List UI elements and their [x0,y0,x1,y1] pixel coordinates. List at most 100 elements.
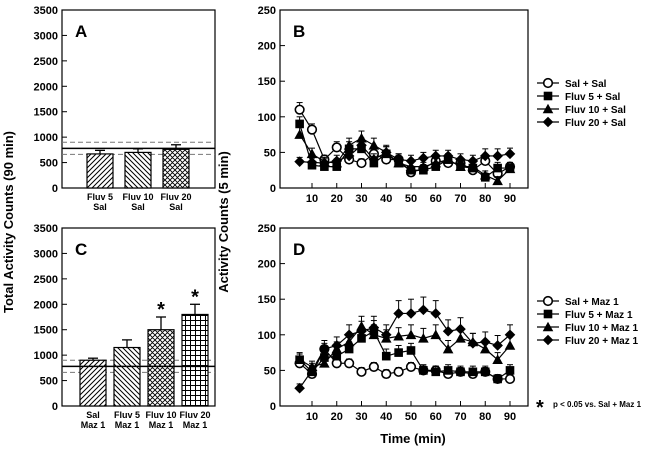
data-point [380,329,392,341]
y-tick-label: 100 [258,112,276,124]
significance-asterisk: * [191,286,199,308]
data-point [294,354,305,365]
data-point [319,343,330,355]
x-tick-label: 20 [331,193,343,205]
y-tick-label: 0 [52,401,58,413]
data-point [343,150,355,162]
data-point [455,161,466,171]
data-point [418,152,429,164]
data-point [492,175,503,186]
y-tick-label: 1000 [34,350,58,362]
series-line [299,144,511,164]
category-label: Sal [93,202,107,212]
y-tick-label: 2500 [34,56,58,68]
data-point [343,336,355,347]
data-point [405,361,417,372]
data-point [405,329,417,340]
data-point [493,374,502,384]
data-point [504,329,516,341]
y-tick-label: 3000 [34,30,58,42]
x-tick-label: 40 [380,193,392,205]
x-tick-label: 60 [430,411,442,423]
panel-label: D [293,240,305,259]
data-point [492,340,503,351]
data-point [504,373,516,385]
data-point [331,142,342,153]
legend-label: Fluv 20 + Maz 1 [565,336,639,347]
category-label: Maz 1 [183,420,208,430]
y-tick-label: 50 [264,147,276,159]
data-point [542,116,554,128]
data-point [393,154,404,165]
y-tick-label: 50 [264,365,276,377]
data-point [306,124,318,135]
y-tick-label: 3000 [34,248,58,260]
data-point [294,104,305,115]
y-tick-label: 250 [258,223,276,235]
data-point [368,139,380,150]
data-point [306,148,318,159]
data-point [393,330,404,341]
data-point [405,308,417,319]
panel-b-line-chart: 0 50 100 150 200 250 10 20 30 40 50 60 70 80 90 Sal + S… [258,5,626,205]
category-label: Maz 1 [149,420,174,430]
bar [86,153,114,189]
y-tick-label: 2000 [34,81,58,93]
significance-asterisk: * [157,299,165,321]
x-tick-label: 80 [479,193,491,205]
data-point [418,304,429,316]
data-point [419,366,428,375]
data-point [543,91,553,101]
bar [147,329,175,407]
bar [181,313,209,407]
panel-d-line-chart: 0 50 100 150 200 250 10 20 30 40 50 60 70 80 90 Sal + M… [258,223,639,423]
data-point [542,295,554,307]
data-point [455,323,466,335]
series-line [299,309,511,389]
y-tick-label: 3500 [34,5,58,17]
category-label: Fluv 5 [114,410,140,420]
data-point [479,169,491,180]
data-point [504,163,516,174]
y-tick-label: 200 [258,259,276,271]
data-point [368,361,379,372]
data-point [492,150,503,162]
x-tick-label: 10 [306,193,318,205]
y-tick-label: 1000 [34,132,58,144]
data-point [418,161,429,171]
data-point [405,155,417,167]
x-tick-label: 70 [454,411,466,423]
right-y-axis-label: Activity Counts (5 min) [216,151,231,293]
data-point [542,103,554,114]
footnote-asterisk: * [536,397,544,419]
data-point [467,155,479,167]
left-y-axis-label: Total Activity Counts (90 min) [1,131,16,313]
y-tick-label: 2000 [34,299,58,311]
data-point [456,367,465,377]
data-point [467,338,479,349]
y-tick-label: 500 [40,376,58,388]
data-point [455,333,466,343]
data-point [356,325,367,337]
data-point [504,148,516,160]
data-point [493,163,502,173]
data-point [332,351,342,361]
x-tick-label: 10 [306,411,318,423]
y-tick-label: 3500 [34,223,58,235]
data-point [357,334,366,343]
x-tick-label: 90 [504,193,516,205]
panel-label: C [75,240,87,259]
data-point [381,351,391,361]
x-tick-label: 50 [405,411,417,423]
x-tick-label: 50 [405,193,417,205]
data-point [306,365,318,376]
legend-label: Fluv 5 + Maz 1 [565,310,633,321]
category-label: Fluv 10 [122,192,153,202]
legend-label: Fluv 20 + Sal [565,118,626,129]
plot-frame [279,9,529,189]
data-point [306,157,318,168]
y-tick-label: 2500 [34,274,58,286]
data-point [294,129,305,139]
data-point [431,367,441,377]
